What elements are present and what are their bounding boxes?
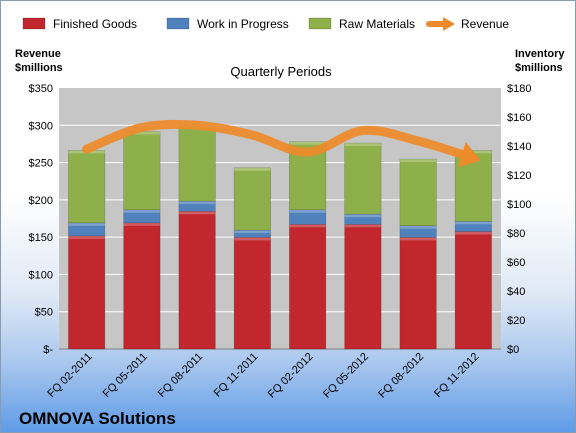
raw-materials-bar [68, 150, 106, 224]
right-axis-title-line2: $millions [515, 62, 563, 74]
revenue-line [82, 119, 478, 163]
revenue-line-group [82, 119, 482, 167]
legend-arrowhead-revenue [443, 17, 455, 31]
work-in-progress-bar-highlight [68, 222, 105, 226]
right-tick-label: $160 [507, 112, 531, 124]
legend-swatch-raw-materials [308, 17, 332, 30]
finished-goods-bar [233, 237, 271, 350]
work-in-progress-bar-highlight [344, 214, 382, 218]
work-in-progress-bar-highlight [399, 225, 437, 229]
finished-goods-bar [454, 231, 492, 350]
left-tick-label: $200 [29, 195, 53, 207]
right-tick-label: $180 [507, 83, 531, 95]
legend-swatch-work-in-progress [166, 17, 190, 30]
work-in-progress-bar-highlight [178, 201, 216, 205]
legend-label-finished-goods: Finished Goods [53, 17, 137, 31]
finished-goods-bar [289, 224, 327, 350]
finished-goods-bar [399, 237, 437, 350]
work-in-progress-bar-highlight [123, 209, 161, 213]
x-tick-label: FQ 05-2011 [101, 351, 150, 400]
finished-goods-bar [178, 210, 216, 350]
raw-materials-bar [344, 142, 382, 215]
finished-goods-bar-highlight [68, 235, 105, 239]
finished-goods-bar-highlight [234, 237, 271, 241]
raw-materials-bar [233, 167, 271, 231]
right-tick-label: $40 [507, 286, 525, 298]
raw-materials-bar-highlight [344, 143, 382, 147]
finished-goods-bar [123, 222, 161, 350]
legend-label-raw-materials: Raw Materials [339, 17, 415, 31]
left-axis-title-line1: Revenue [15, 48, 61, 60]
finished-goods-bar-highlight [178, 211, 216, 215]
finished-goods-bar-highlight [399, 237, 437, 241]
right-axis-title-line1: Inventory [515, 48, 565, 60]
revenue-arrowhead [458, 142, 482, 167]
right-tick-label: $140 [507, 141, 531, 153]
left-axis-title-line2: $millions [15, 62, 63, 74]
raw-materials-bar [399, 158, 437, 227]
left-tick-label: $350 [29, 83, 53, 95]
legend: Finished Goods Work in Progress Raw Materi… [22, 17, 509, 31]
raw-materials-bar [123, 131, 161, 211]
left-tick-label: $100 [29, 269, 53, 281]
right-tick-label: $100 [507, 199, 531, 211]
left-tick-label: $300 [29, 120, 53, 132]
raw-materials-bar-highlight [399, 159, 437, 163]
x-axis-ticks: FQ 02-2011 FQ 05-2011 FQ 08-2011 FQ 11-2011… [45, 351, 481, 401]
raw-materials-bar-highlight [289, 141, 326, 145]
raw-materials-bar [178, 125, 216, 202]
x-tick-label: FQ 08-2011 [156, 351, 205, 400]
left-tick-label: $250 [29, 158, 53, 170]
x-tick-label: FQ 05-2012 [321, 351, 371, 401]
work-in-progress-bar [289, 209, 327, 225]
right-tick-label: $20 [507, 315, 525, 327]
left-axis-ticks: $- $50 $100 $150 $200 $250 $300 $350 [29, 83, 54, 356]
left-tick-label: $- [43, 344, 53, 356]
finished-goods-bar-highlight [344, 224, 382, 228]
raw-materials-bar-highlight [234, 167, 271, 171]
right-tick-label: $60 [507, 257, 525, 269]
work-in-progress-bar-highlight [289, 209, 326, 213]
work-in-progress-bar-highlight [234, 230, 271, 234]
x-tick-label: FQ 08-2012 [376, 351, 426, 401]
legend-swatch-finished-goods [22, 17, 46, 30]
company-name: OMNOVA Solutions [19, 409, 176, 428]
finished-goods-bar-highlight [455, 231, 492, 235]
right-axis-ticks: $0 $20 $40 $60 $80 $100 $120 $140 $160 $180 [507, 83, 531, 356]
right-tick-label: $120 [507, 170, 531, 182]
finished-goods-bar [68, 235, 106, 350]
bars [68, 125, 492, 350]
x-tick-label: FQ 11-2011 [212, 351, 261, 400]
legend-label-work-in-progress: Work in Progress [197, 17, 289, 31]
left-tick-label: $50 [35, 307, 53, 319]
finished-goods-bar [344, 224, 382, 350]
finished-goods-bar-highlight [123, 222, 161, 226]
work-in-progress-bar-highlight [455, 221, 492, 225]
left-tick-label: $150 [29, 232, 53, 244]
legend-label-revenue: Revenue [461, 17, 509, 31]
right-tick-label: $80 [507, 228, 525, 240]
x-tick-label: FQ 11-2012 [432, 351, 481, 400]
chart-title: Quarterly Periods [230, 64, 332, 79]
x-tick-label: FQ 02-2011 [45, 351, 94, 400]
x-tick-label: FQ 02-2012 [266, 351, 316, 401]
right-tick-label: $0 [507, 344, 519, 356]
raw-materials-bar-highlight [123, 131, 161, 135]
finished-goods-bar-highlight [289, 224, 326, 228]
